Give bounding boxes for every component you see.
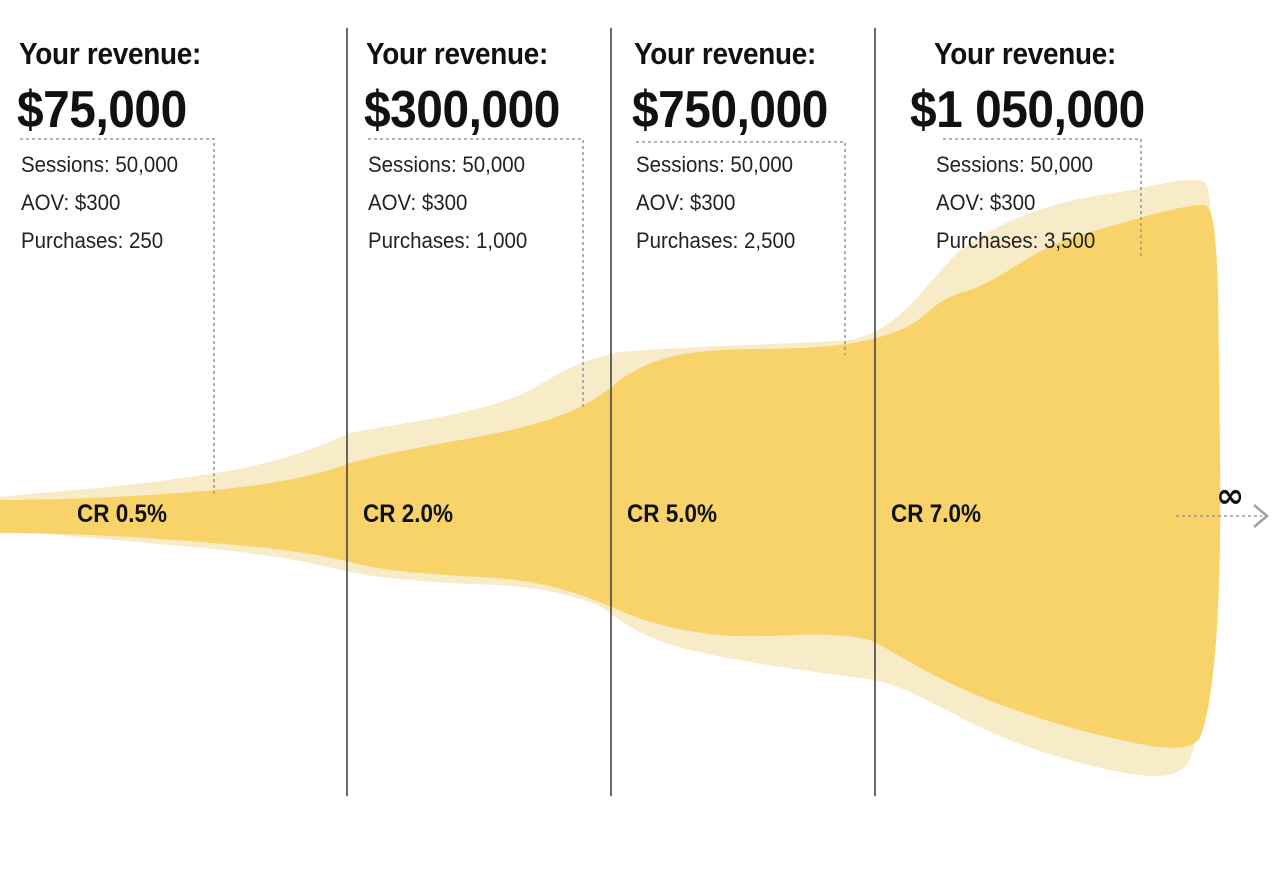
- metric-purchases: Purchases: 250: [21, 228, 164, 253]
- metric-sessions: Sessions: 50,000: [21, 152, 178, 177]
- funnel-main-shape: [0, 205, 1221, 748]
- revenue-value: $75,000: [17, 81, 187, 139]
- cr-label-stage-3: CR 5.0%: [627, 500, 718, 528]
- leader-line-3: [636, 141, 846, 355]
- cr-label-stage-1: CR 0.5%: [77, 500, 168, 528]
- revenue-label: Your revenue:: [634, 36, 817, 71]
- revenue-value: $750,000: [632, 81, 828, 139]
- revenue-value: $300,000: [364, 81, 560, 139]
- metric-aov: AOV: $300: [936, 190, 1036, 215]
- metric-purchases: Purchases: 2,500: [636, 228, 796, 253]
- revenue-label: Your revenue:: [366, 36, 549, 71]
- metric-aov: AOV: $300: [368, 190, 468, 215]
- metric-purchases: Purchases: 3,500: [936, 228, 1096, 253]
- metric-aov: AOV: $300: [636, 190, 736, 215]
- leader-line-4: [943, 138, 1142, 256]
- metric-sessions: Sessions: 50,000: [936, 152, 1093, 177]
- cr-label-stage-4: CR 7.0%: [891, 500, 982, 528]
- metric-sessions: Sessions: 50,000: [368, 152, 525, 177]
- metric-sessions: Sessions: 50,000: [636, 152, 793, 177]
- metric-purchases: Purchases: 1,000: [368, 228, 528, 253]
- cr-label-stage-2: CR 2.0%: [363, 500, 454, 528]
- chevron-right-arrow-icon: [1253, 504, 1269, 528]
- infinity-icon: ∞: [1216, 476, 1245, 516]
- metric-aov: AOV: $300: [21, 190, 121, 215]
- revenue-value: $1 050,000: [910, 81, 1145, 139]
- leader-line-1: [20, 138, 215, 496]
- revenue-label: Your revenue:: [19, 36, 202, 71]
- leader-line-2: [368, 138, 584, 410]
- revenue-label: Your revenue:: [934, 36, 1117, 71]
